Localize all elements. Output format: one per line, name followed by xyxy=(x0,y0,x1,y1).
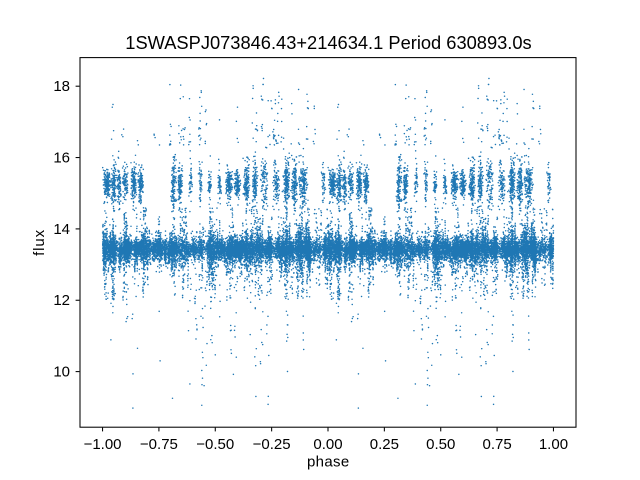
svg-text:0.50: 0.50 xyxy=(426,436,455,453)
svg-text:−1.00: −1.00 xyxy=(84,436,122,453)
svg-text:1.00: 1.00 xyxy=(539,436,568,453)
svg-text:−0.50: −0.50 xyxy=(196,436,234,453)
svg-text:flux: flux xyxy=(31,229,48,256)
svg-text:10: 10 xyxy=(53,364,70,381)
svg-text:18: 18 xyxy=(53,78,70,95)
svg-text:0.75: 0.75 xyxy=(482,436,511,453)
svg-text:0.00: 0.00 xyxy=(313,436,342,453)
svg-text:14: 14 xyxy=(53,221,70,238)
svg-text:−0.75: −0.75 xyxy=(140,436,178,453)
svg-text:0.25: 0.25 xyxy=(370,436,399,453)
svg-text:1SWASPJ073846.43+214634.1 Peri: 1SWASPJ073846.43+214634.1 Period 630893.… xyxy=(125,32,531,53)
svg-text:−0.25: −0.25 xyxy=(253,436,291,453)
svg-text:12: 12 xyxy=(53,292,70,309)
svg-text:phase: phase xyxy=(307,453,350,470)
svg-text:16: 16 xyxy=(53,149,70,166)
